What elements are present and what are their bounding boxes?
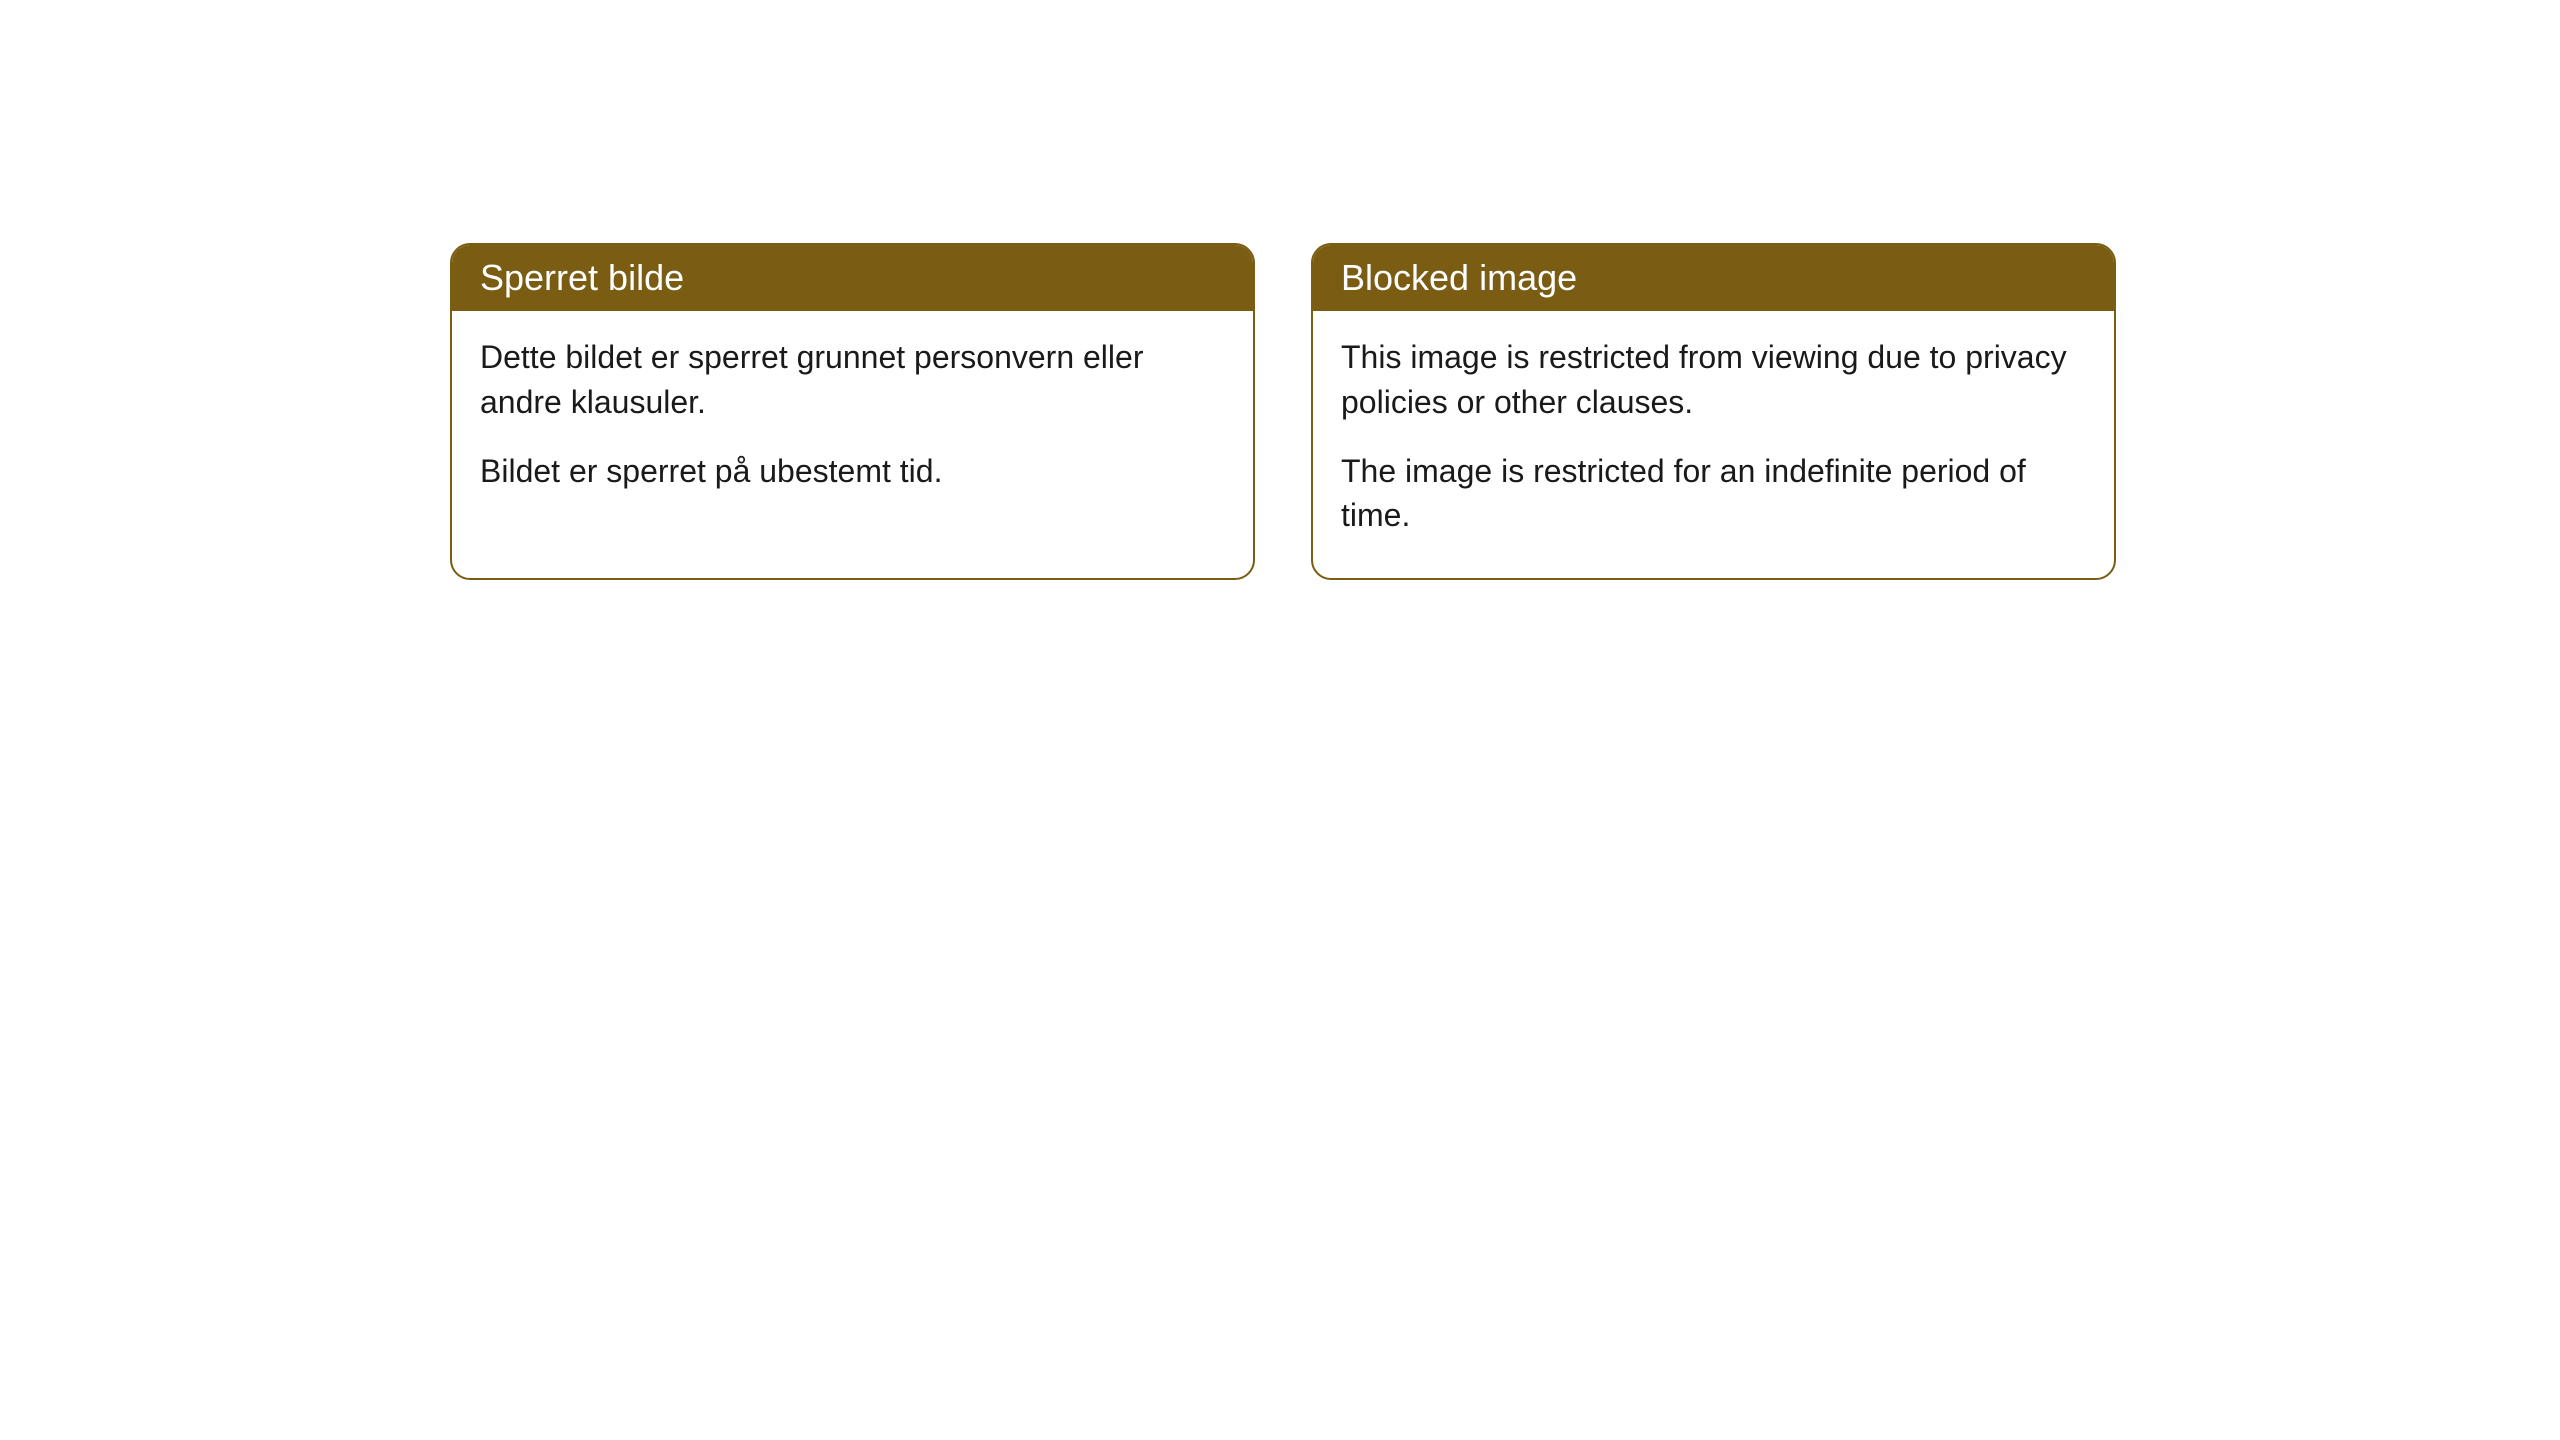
- card-body-norwegian: Dette bildet er sperret grunnet personve…: [452, 311, 1253, 533]
- notice-card-english: Blocked image This image is restricted f…: [1311, 243, 2116, 580]
- card-body-english: This image is restricted from viewing du…: [1313, 311, 2114, 578]
- card-title: Sperret bilde: [480, 257, 684, 298]
- card-title: Blocked image: [1341, 257, 1577, 298]
- notice-card-norwegian: Sperret bilde Dette bildet er sperret gr…: [450, 243, 1255, 580]
- card-paragraph: Dette bildet er sperret grunnet personve…: [480, 335, 1225, 425]
- card-paragraph: The image is restricted for an indefinit…: [1341, 449, 2086, 539]
- card-header-norwegian: Sperret bilde: [452, 245, 1253, 311]
- notice-container: Sperret bilde Dette bildet er sperret gr…: [0, 0, 2560, 580]
- card-header-english: Blocked image: [1313, 245, 2114, 311]
- card-paragraph: This image is restricted from viewing du…: [1341, 335, 2086, 425]
- card-paragraph: Bildet er sperret på ubestemt tid.: [480, 449, 1225, 494]
